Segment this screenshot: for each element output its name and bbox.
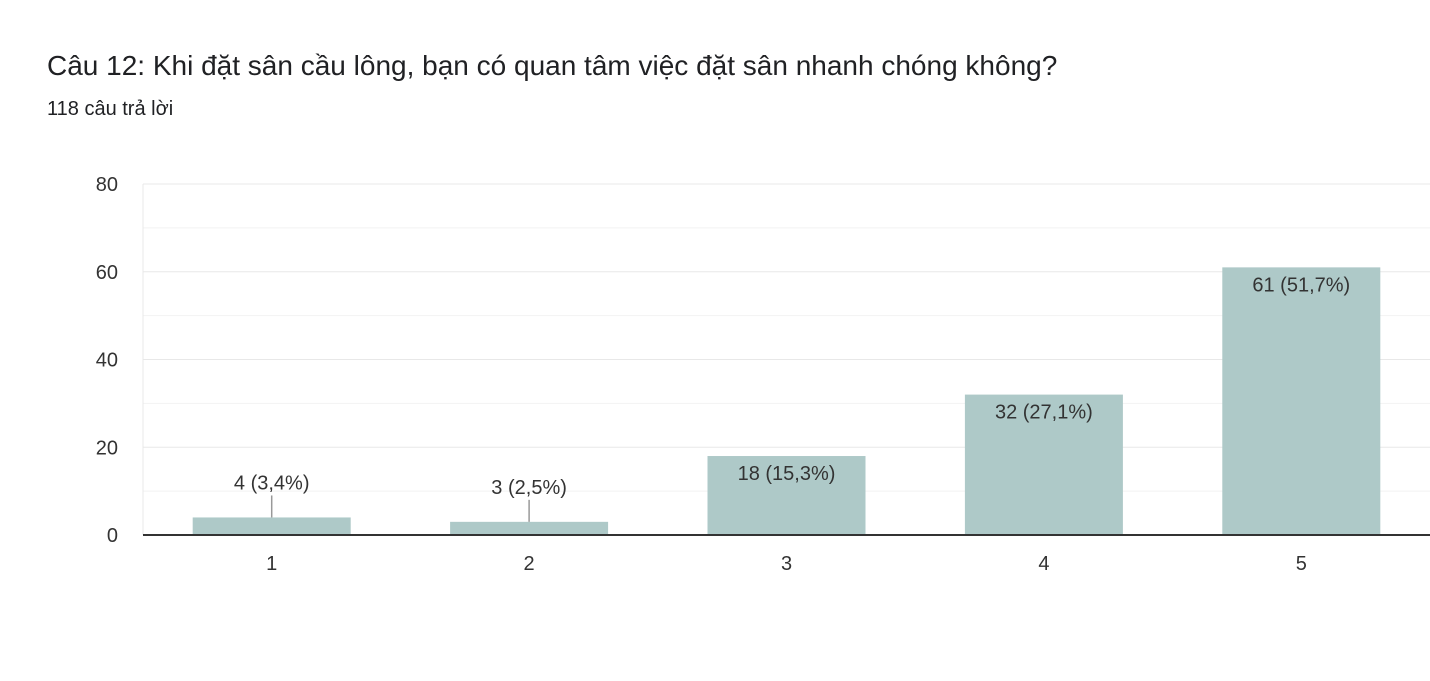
data-label-3: 18 (15,3%)	[738, 463, 836, 485]
chart-title: Câu 12: Khi đặt sân cầu lông, bạn có qua…	[47, 50, 1058, 81]
bar-5	[1222, 267, 1381, 535]
bar-1	[192, 517, 351, 535]
data-label-1: 4 (3,4%)	[234, 472, 310, 494]
y-tick-label: 60	[96, 262, 118, 284]
data-label-4: 32 (27,1%)	[995, 402, 1093, 424]
x-tick-label: 3	[781, 553, 792, 575]
y-tick-label: 80	[96, 174, 118, 196]
x-tick-label: 2	[524, 553, 535, 575]
data-label-2: 3 (2,5%)	[491, 477, 567, 499]
data-label-5: 61 (51,7%)	[1252, 274, 1350, 296]
response-count: 118 câu trả lời	[47, 98, 174, 120]
y-tick-label: 20	[96, 437, 118, 459]
bar-3	[707, 456, 866, 535]
x-tick-label: 5	[1296, 553, 1307, 575]
bar-2	[450, 521, 609, 535]
x-tick-label: 4	[1038, 553, 1049, 575]
y-tick-label: 40	[96, 350, 118, 372]
y-tick-label: 0	[107, 525, 118, 547]
bar-4	[964, 394, 1123, 535]
x-tick-label: 1	[266, 553, 277, 575]
